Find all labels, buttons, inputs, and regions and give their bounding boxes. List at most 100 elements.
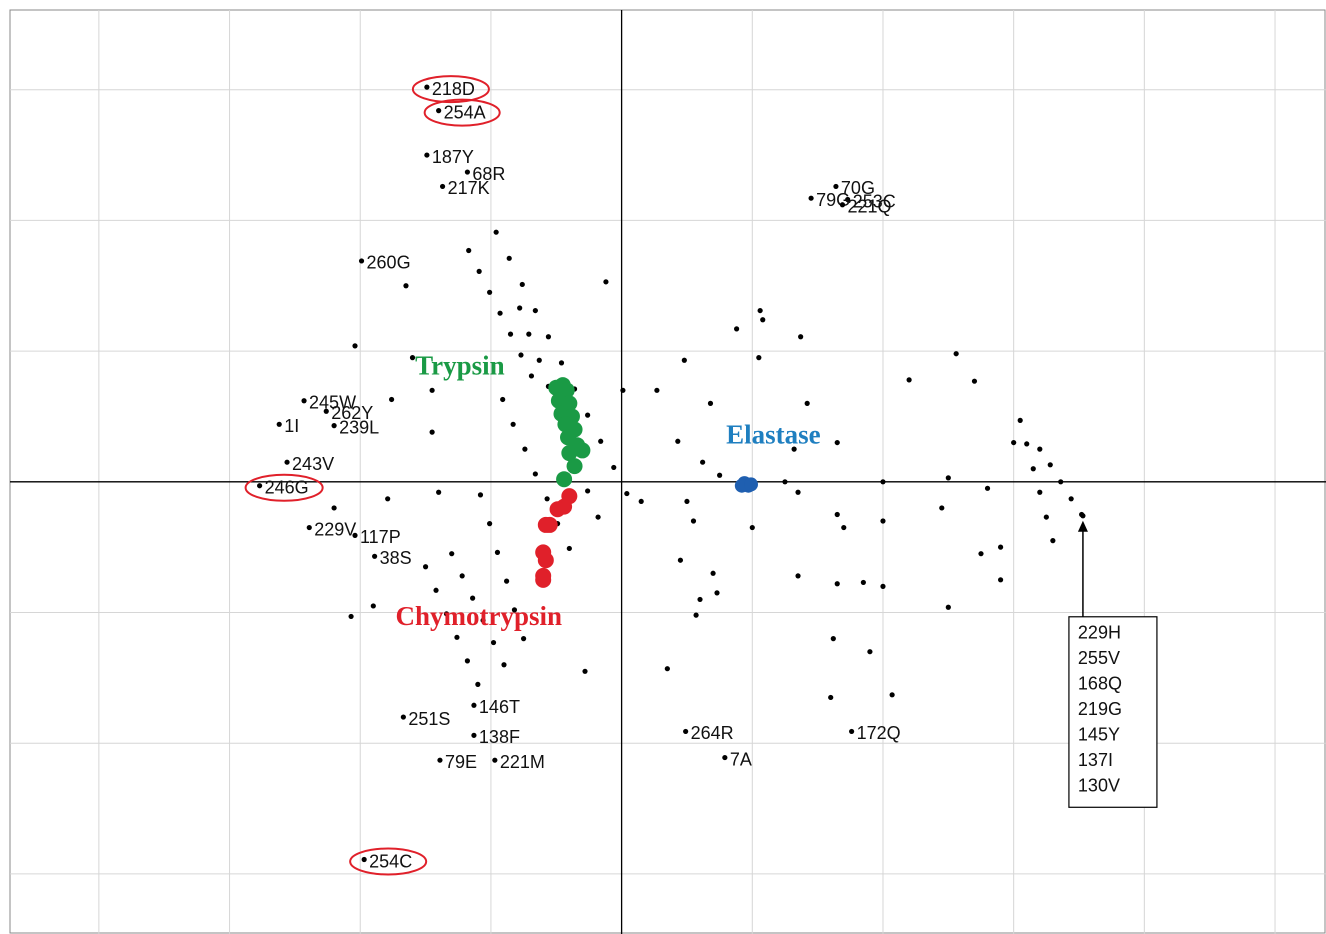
point-label: 79G — [816, 190, 850, 210]
labeled-point — [372, 553, 378, 559]
point — [791, 446, 797, 452]
point — [466, 247, 472, 254]
point-label: 221M — [500, 752, 545, 772]
point — [860, 579, 866, 586]
point-label: 254C — [369, 851, 412, 871]
point — [585, 412, 591, 418]
point — [536, 357, 542, 363]
point — [422, 564, 429, 570]
point — [518, 352, 524, 358]
point — [743, 477, 758, 492]
point — [470, 595, 476, 601]
point — [889, 692, 895, 698]
point — [449, 551, 455, 557]
point — [389, 396, 395, 403]
point — [352, 343, 358, 349]
point-label: 218D — [432, 79, 475, 99]
point — [1017, 417, 1023, 423]
labeled-point — [301, 398, 307, 404]
point — [464, 658, 470, 664]
highlight-ring — [411, 75, 490, 104]
labeled-point — [358, 258, 365, 264]
point — [880, 583, 886, 589]
point — [331, 505, 337, 511]
point — [984, 485, 991, 491]
point — [487, 521, 493, 527]
annotation: Elastase — [726, 420, 821, 450]
point — [519, 281, 525, 288]
point — [684, 498, 690, 505]
callout-box — [1068, 616, 1158, 808]
point — [507, 331, 514, 337]
point — [939, 505, 945, 511]
point — [978, 551, 984, 557]
point — [717, 472, 723, 478]
labeled-point — [845, 196, 851, 203]
point — [566, 545, 572, 552]
point — [429, 429, 435, 435]
point — [541, 516, 558, 533]
point — [624, 490, 630, 497]
point-label: 251S — [408, 709, 450, 729]
callout-label: 137I — [1078, 750, 1113, 770]
labeled-point — [492, 757, 498, 763]
labeled-point — [833, 183, 839, 190]
point-label: 243V — [292, 454, 334, 474]
labeled-point — [284, 459, 290, 465]
point — [476, 268, 482, 274]
point — [544, 496, 550, 502]
point — [834, 581, 840, 587]
point — [501, 662, 507, 668]
point-label: 253C — [853, 191, 896, 211]
labeled-point — [471, 702, 477, 708]
labeled-point — [257, 483, 263, 489]
point — [880, 479, 886, 485]
point-label: 254A — [444, 102, 486, 122]
point — [487, 289, 493, 295]
point — [348, 613, 354, 620]
point — [734, 326, 740, 332]
point — [511, 607, 518, 613]
point — [1030, 466, 1036, 472]
point — [500, 396, 506, 403]
point — [1011, 439, 1017, 446]
labeled-point — [400, 714, 406, 720]
point — [714, 590, 720, 596]
point — [997, 544, 1004, 550]
point — [556, 471, 573, 488]
point — [477, 492, 484, 498]
point — [535, 571, 552, 588]
point-label: 221Q — [847, 196, 891, 216]
point — [675, 438, 681, 444]
point — [760, 317, 766, 323]
point — [574, 442, 591, 459]
callout-point — [1080, 513, 1086, 519]
point — [494, 549, 501, 555]
point-label: 217K — [448, 178, 490, 198]
labeled-point — [464, 169, 470, 175]
point — [638, 498, 644, 505]
labeled-point — [849, 728, 855, 735]
point-label: 146T — [479, 697, 520, 717]
point — [582, 668, 588, 674]
labeled-point — [306, 524, 312, 531]
point — [1043, 514, 1049, 520]
labeled-point — [471, 732, 477, 738]
point — [409, 355, 416, 361]
point — [520, 636, 527, 642]
point-label: 262Y — [331, 403, 373, 423]
highlight-ring — [349, 847, 428, 876]
point — [537, 552, 554, 569]
point — [385, 496, 391, 502]
point — [480, 617, 486, 623]
point-label: 187Y — [432, 147, 474, 167]
point-label: 264R — [691, 723, 734, 743]
point — [677, 557, 684, 563]
point — [971, 378, 978, 384]
point — [598, 438, 604, 444]
point — [834, 439, 840, 446]
point-label: 117P — [360, 527, 401, 547]
point — [757, 307, 763, 314]
point-label: 138F — [479, 727, 520, 747]
labeled-point — [722, 754, 728, 761]
